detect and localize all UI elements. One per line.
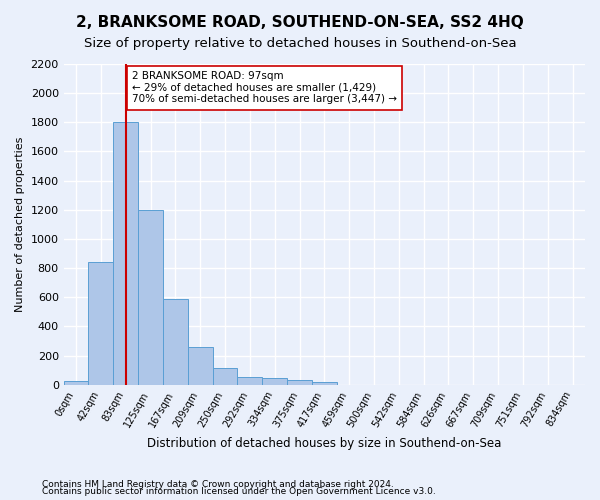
Text: 2 BRANKSOME ROAD: 97sqm
← 29% of detached houses are smaller (1,429)
70% of semi: 2 BRANKSOME ROAD: 97sqm ← 29% of detache… (132, 72, 397, 104)
Bar (262, 378, 287, 384)
Bar (287, 380, 312, 384)
Bar (113, 122, 138, 384)
Bar (88, 262, 113, 384)
Text: 2, BRANKSOME ROAD, SOUTHEND-ON-SEA, SS2 4HQ: 2, BRANKSOME ROAD, SOUTHEND-ON-SEA, SS2 … (76, 15, 524, 30)
Text: Contains public sector information licensed under the Open Government Licence v3: Contains public sector information licen… (42, 488, 436, 496)
Text: Contains HM Land Registry data © Crown copyright and database right 2024.: Contains HM Land Registry data © Crown c… (42, 480, 394, 489)
Bar (212, 368, 238, 384)
Bar (188, 347, 212, 385)
Bar (64, 381, 88, 384)
X-axis label: Distribution of detached houses by size in Southend-on-Sea: Distribution of detached houses by size … (147, 437, 502, 450)
Text: Size of property relative to detached houses in Southend-on-Sea: Size of property relative to detached ho… (83, 38, 517, 51)
Bar (138, 210, 163, 384)
Bar (312, 382, 337, 384)
Y-axis label: Number of detached properties: Number of detached properties (15, 136, 25, 312)
Bar (238, 378, 262, 384)
Bar (163, 298, 188, 384)
